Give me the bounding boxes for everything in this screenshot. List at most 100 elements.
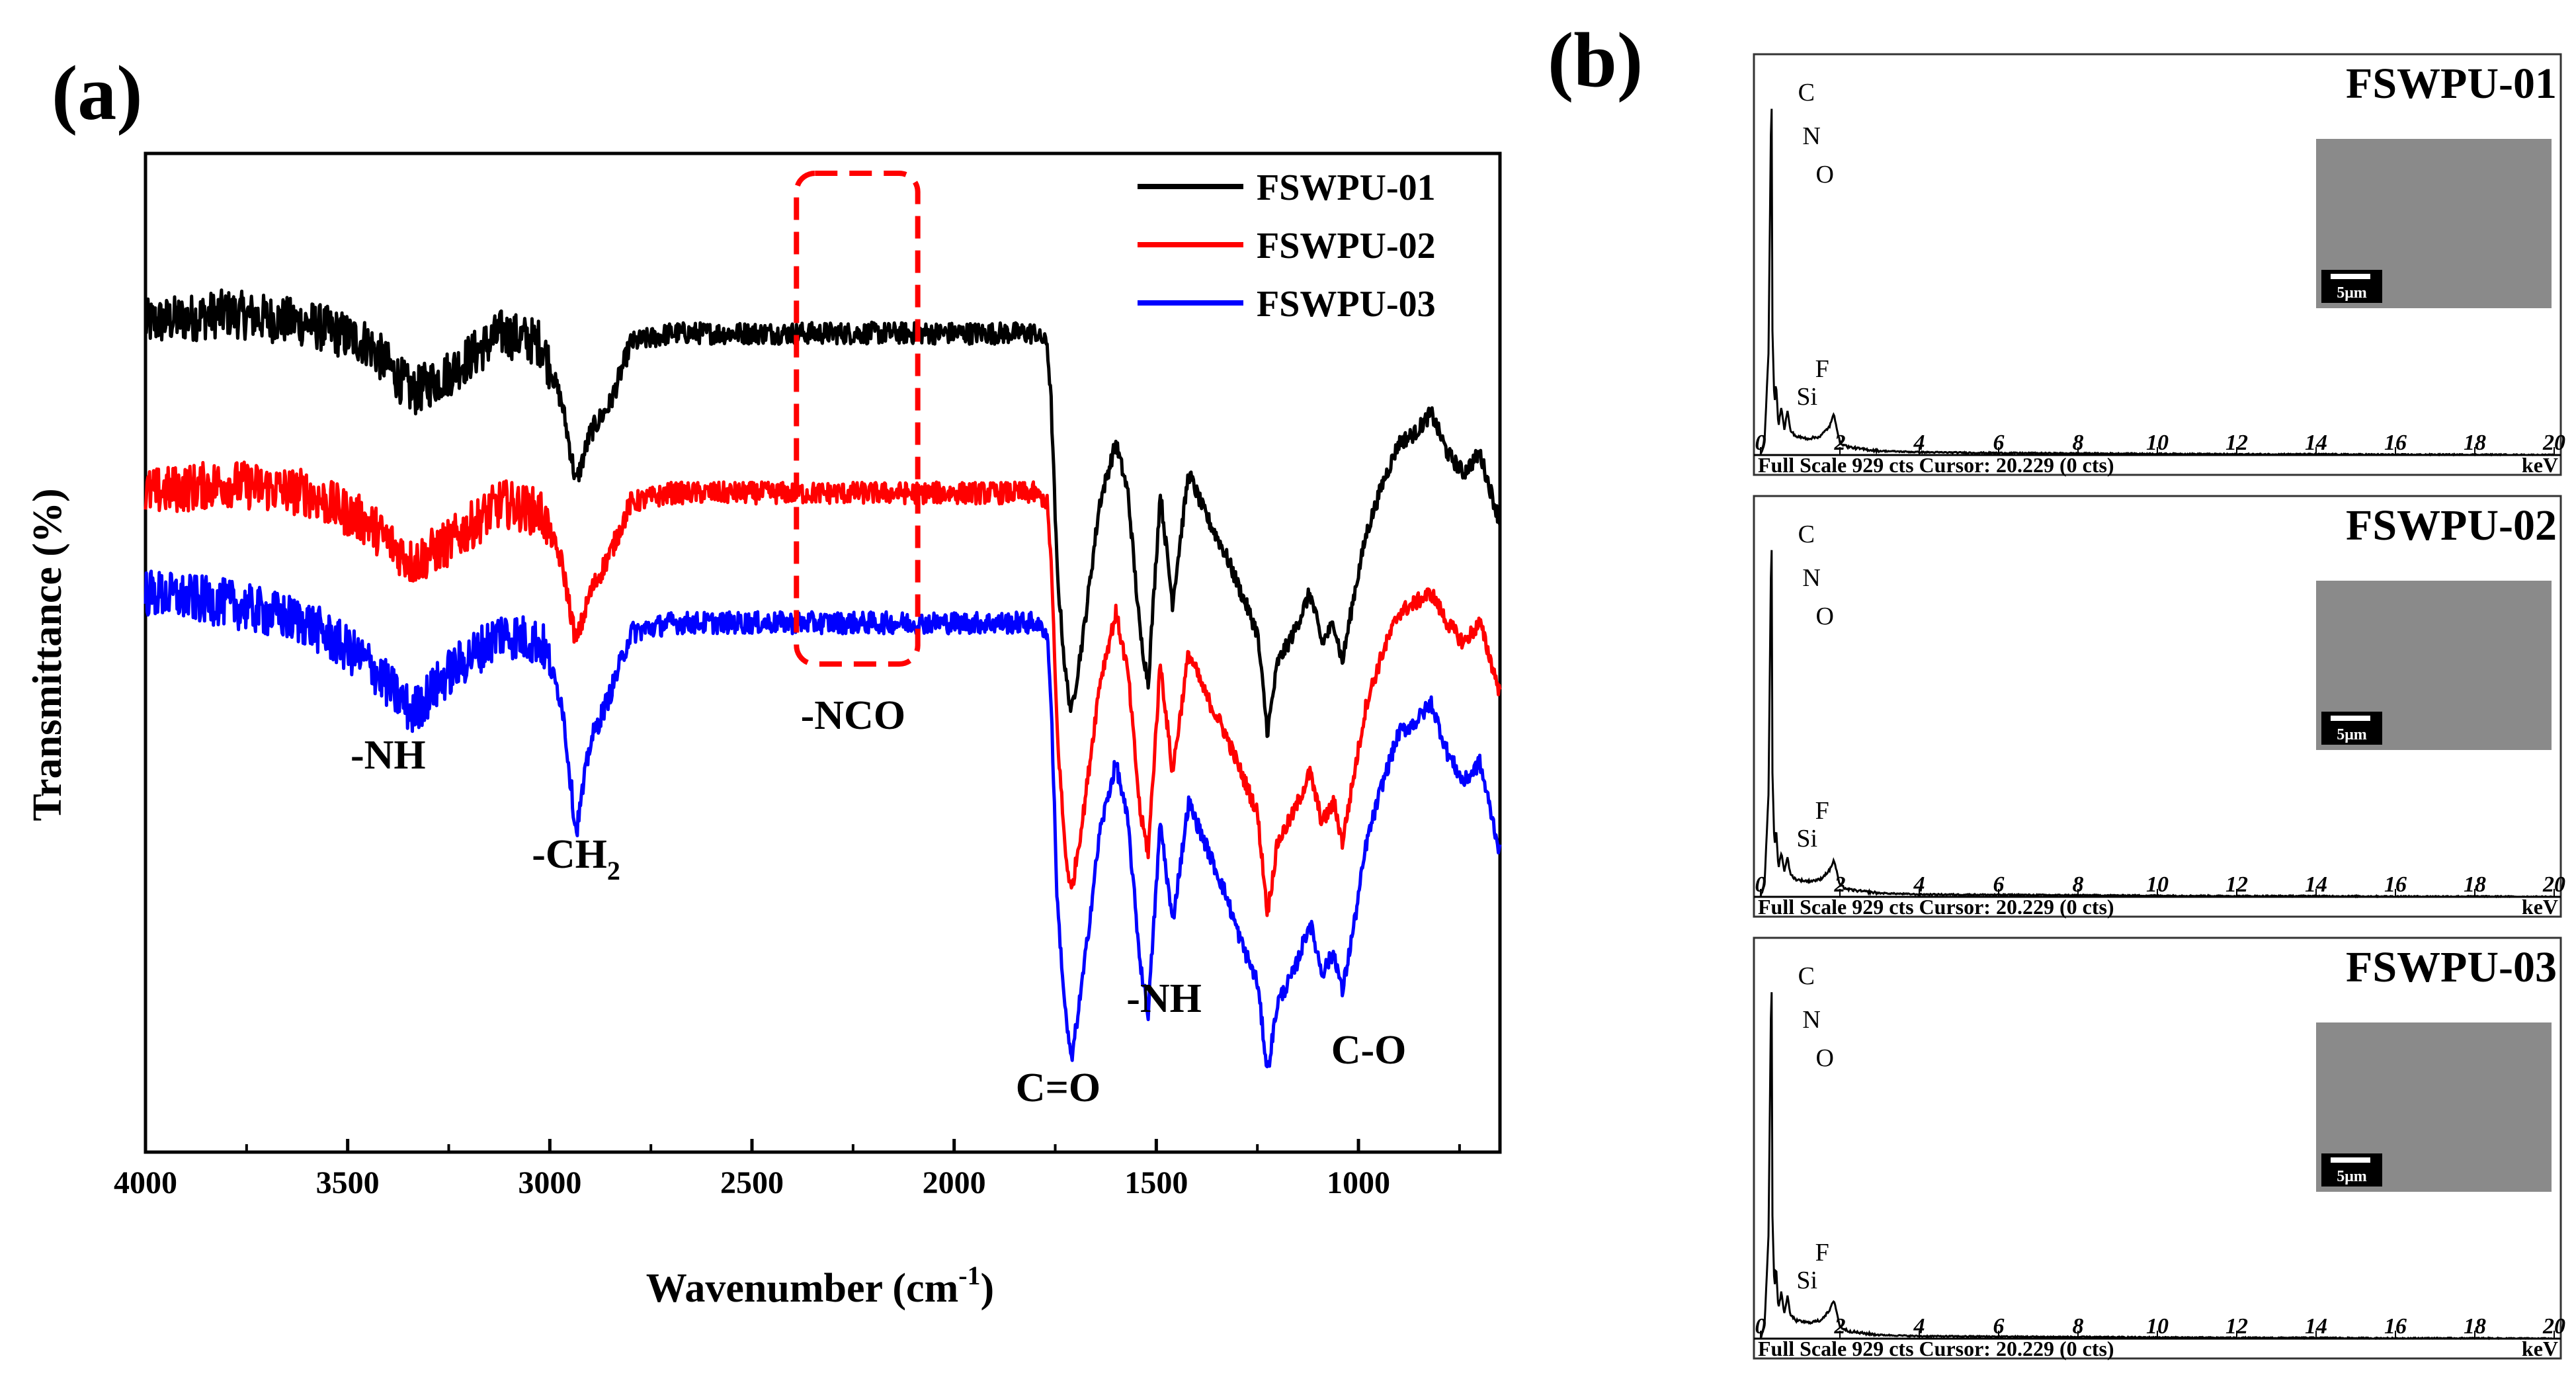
- ftir-series-fswpu-02: [144, 460, 1502, 917]
- eds-element-label: Si: [1796, 825, 1817, 853]
- ftir-annotation: -NH: [351, 733, 426, 778]
- eds-tick-label: 16: [2384, 1314, 2407, 1339]
- eds-frame: [1753, 937, 2562, 1360]
- eds-tick-label: 6: [1993, 1314, 2005, 1339]
- legend-label: FSWPU-01: [1257, 167, 1436, 208]
- eds-tick-label: 4: [1913, 872, 1925, 897]
- eds-tick-label: 10: [2146, 872, 2169, 897]
- panel-a-label: (a): [52, 50, 143, 136]
- ftir-plot-frame: [144, 151, 1502, 1154]
- eds-element-label: O: [1816, 603, 1834, 630]
- ftir-chart: 4000 3500 3000 2500 2000 1500 1000 -NH -CH2 -NCO…: [25, 151, 1502, 1311]
- eds-unit-label: keV: [2522, 895, 2558, 919]
- ftir-annotations: -NH -CH2 -NCO C=O -NH C-O: [351, 693, 1406, 1110]
- eds-tick-label: 2: [1834, 431, 1846, 455]
- ftir-x-tick-label: 4000: [114, 1165, 177, 1200]
- ftir-x-tick-label: 1000: [1327, 1165, 1390, 1200]
- ftir-x-tick-label: 2500: [720, 1165, 784, 1200]
- eds-tick-label: 20: [2542, 872, 2565, 897]
- eds-tick-label: 18: [2464, 1314, 2486, 1339]
- ftir-annotation: -NH: [1126, 976, 1202, 1021]
- eds-element-label: F: [1815, 797, 1829, 825]
- eds-element-label: N: [1802, 1006, 1820, 1034]
- eds-frame: [1753, 495, 2562, 918]
- eds-element-label: C: [1798, 962, 1815, 990]
- eds-tick-label: 18: [2464, 872, 2486, 897]
- ftir-annotation: C-O: [1331, 1028, 1407, 1073]
- panel-b-label: (b): [1548, 17, 1643, 103]
- eds-tick-label: 12: [2225, 431, 2248, 455]
- eds-title: FSWPU-03: [2346, 943, 2557, 991]
- eds-element-label: F: [1815, 355, 1829, 383]
- eds-element-label: O: [1816, 161, 1834, 188]
- eds-tick-label: 0: [1755, 431, 1766, 455]
- eds-spectrum-fswpu-01: 0 2 4 6 8 10 12 14 16 18 20 Full Scale 929 cts Curs…: [1753, 53, 2565, 477]
- ftir-series-fswpu-03: [144, 569, 1502, 1069]
- eds-tick-label: 4: [1913, 431, 1925, 455]
- sem-scalebar: [2331, 274, 2370, 279]
- eds-tick-label: 0: [1755, 1314, 1766, 1339]
- eds-element-label: N: [1802, 122, 1820, 150]
- eds-tick-label: 16: [2384, 431, 2407, 455]
- ftir-annotation: -CH2: [532, 832, 620, 886]
- eds-tick-label: 0: [1755, 872, 1766, 897]
- eds-element-label: N: [1802, 564, 1820, 592]
- eds-title: FSWPU-01: [2346, 60, 2557, 108]
- eds-tick-label: 10: [2146, 431, 2169, 455]
- eds-tick-label: 6: [1993, 431, 2005, 455]
- eds-title: FSWPU-02: [2346, 501, 2557, 550]
- eds-tick-label: 2: [1834, 1314, 1846, 1339]
- eds-unit-label: keV: [2522, 1337, 2558, 1360]
- eds-tick-label: 20: [2542, 1314, 2565, 1339]
- eds-tick-label: 18: [2464, 431, 2486, 455]
- eds-element-label: C: [1798, 79, 1815, 106]
- eds-tick-label: 16: [2384, 872, 2407, 897]
- sem-scalebar-label: 5μm: [2337, 1168, 2367, 1185]
- ftir-x-axis-label-sup: -1: [958, 1261, 980, 1290]
- eds-tick-label: 14: [2305, 872, 2327, 897]
- eds-tick-label: 10: [2146, 1314, 2169, 1339]
- eds-tick-label: 8: [2073, 431, 2084, 455]
- ftir-annotation: C=O: [1016, 1065, 1101, 1110]
- eds-tick-label: 2: [1834, 872, 1846, 897]
- eds-frame: [1753, 53, 2562, 476]
- eds-spectrum-fswpu-03: 0 2 4 6 8 10 12 14 16 18 20 Full Scale 929 cts Curs…: [1753, 937, 2565, 1360]
- eds-element-label: Si: [1796, 383, 1817, 411]
- ftir-legend: FSWPU-01 FSWPU-02 FSWPU-03: [1138, 167, 1436, 325]
- ftir-x-ticks: 4000 3500 3000 2500 2000 1500 1000: [114, 1139, 1461, 1200]
- legend-label: FSWPU-03: [1257, 284, 1436, 325]
- eds-element-label: O: [1816, 1044, 1834, 1072]
- eds-footer-text: Full Scale 929 cts Cursor: 20.229 (0 cts…: [1758, 453, 2114, 477]
- ftir-x-tick-label: 1500: [1124, 1165, 1188, 1200]
- eds-tick-label: 14: [2305, 1314, 2327, 1339]
- eds-unit-label: keV: [2522, 453, 2558, 477]
- eds-tick-label: 14: [2305, 431, 2327, 455]
- sem-scalebar: [2331, 716, 2370, 721]
- legend-label: FSWPU-02: [1257, 226, 1436, 267]
- eds-element-label: C: [1798, 521, 1815, 548]
- eds-spectrum-fswpu-02: 0 2 4 6 8 10 12 14 16 18 20 Full Scale 929 cts Curs…: [1753, 495, 2565, 919]
- ftir-series-fswpu-01: [144, 288, 1502, 738]
- ftir-annotation: -NCO: [801, 693, 905, 738]
- sem-scalebar-label: 5μm: [2337, 284, 2367, 302]
- ftir-y-axis-label: Transmittance (%): [25, 488, 70, 821]
- nco-highlight-box: [794, 171, 921, 667]
- eds-tick-label: 12: [2225, 872, 2248, 897]
- eds-tick-label: 12: [2225, 1314, 2248, 1339]
- eds-element-label: F: [1815, 1239, 1829, 1267]
- eds-tick-label: 6: [1993, 872, 2005, 897]
- ftir-x-tick-label: 3000: [518, 1165, 581, 1200]
- ftir-x-axis-label: Wavenumber (cm-1): [646, 1261, 994, 1311]
- ftir-series-group: [144, 288, 1502, 1069]
- eds-tick-label: 4: [1913, 1314, 1925, 1339]
- eds-tick-label: 20: [2542, 431, 2565, 455]
- sem-scalebar-label: 5μm: [2337, 726, 2367, 743]
- ftir-x-tick-label: 3500: [316, 1165, 380, 1200]
- eds-footer-text: Full Scale 929 cts Cursor: 20.229 (0 cts…: [1758, 895, 2114, 919]
- eds-element-label: Si: [1796, 1267, 1817, 1294]
- sem-scalebar: [2331, 1157, 2370, 1163]
- eds-tick-label: 8: [2073, 872, 2084, 897]
- eds-tick-label: 8: [2073, 1314, 2084, 1339]
